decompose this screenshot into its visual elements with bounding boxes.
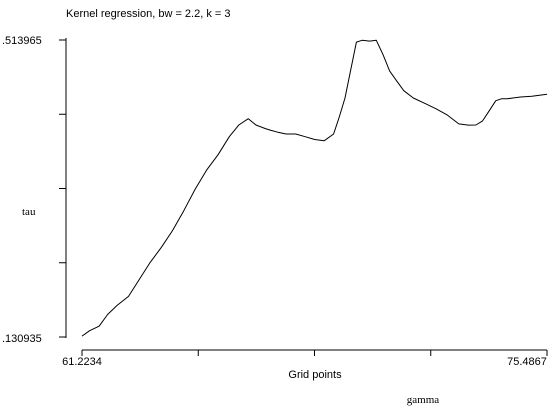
x-tick-label-max: 75.4867 <box>507 356 547 368</box>
x-axis-label: Grid points <box>288 369 342 381</box>
series-line <box>81 39 548 337</box>
y-tick-label-min: .130935 <box>2 333 42 345</box>
chart-title: Kernel regression, bw = 2.2, k = 3 <box>66 8 230 20</box>
x-axis-ticks <box>81 350 548 356</box>
y-axis-ticks <box>59 39 66 338</box>
footnote-label: gamma <box>407 394 439 406</box>
y-axis-label: tau <box>22 206 36 218</box>
series-group <box>81 39 548 337</box>
y-tick-label-max: .513965 <box>2 35 42 47</box>
x-tick-label-min: 61.2234 <box>62 356 102 368</box>
